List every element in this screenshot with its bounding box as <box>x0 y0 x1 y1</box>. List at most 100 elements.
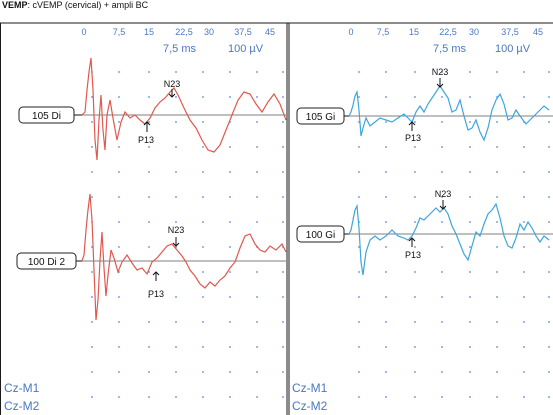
peak-marker[interactable]: N23 <box>435 189 452 210</box>
grid-dot <box>229 321 231 323</box>
grid-dot <box>548 171 550 173</box>
peak-marker[interactable]: P13 <box>405 237 421 260</box>
peak-marker[interactable]: P13 <box>148 271 164 299</box>
peak-marker[interactable]: N23 <box>164 79 181 98</box>
grid-dot <box>414 396 416 398</box>
channel-label-button[interactable]: 100 Gi <box>296 225 345 243</box>
peak-marker[interactable]: P13 <box>138 121 154 145</box>
grid-dot <box>414 371 416 373</box>
peak-label: P13 <box>148 289 164 299</box>
peak-marker[interactable]: N23 <box>432 67 449 88</box>
grid-dot <box>91 96 93 98</box>
grid-dot <box>148 296 150 298</box>
grid-dot <box>385 396 387 398</box>
reference-label-m1: Cz-M1 <box>4 381 40 395</box>
grid-dot <box>441 321 443 323</box>
grid-dot <box>441 346 443 348</box>
grid-dot <box>496 346 498 348</box>
peak-label: P13 <box>405 250 421 260</box>
grid-dot <box>91 296 93 298</box>
time-tick: 45 <box>533 27 543 37</box>
grid-dot <box>469 71 471 73</box>
grid-dot <box>523 71 525 73</box>
grid-dot <box>523 196 525 198</box>
grid-dot <box>548 271 550 273</box>
grid-dot <box>496 296 498 298</box>
grid-dot <box>496 271 498 273</box>
grid-dot <box>441 221 443 223</box>
grid-dot <box>441 196 443 198</box>
grid-dot <box>469 346 471 348</box>
grid-dot <box>256 71 258 73</box>
grid-dot <box>91 346 93 348</box>
grid-dot <box>414 221 416 223</box>
grid-dot <box>91 271 93 273</box>
grid-dot <box>148 196 150 198</box>
grid-dot <box>385 221 387 223</box>
waveform-trace <box>81 193 287 321</box>
grid-dot <box>202 271 204 273</box>
grid-dot <box>469 146 471 148</box>
grid-dot <box>282 71 284 73</box>
grid-dot <box>385 246 387 248</box>
grid-dot <box>496 196 498 198</box>
grid-dot <box>118 346 120 348</box>
channel-label: 105 Gi <box>306 112 335 123</box>
peak-marker[interactable]: N23 <box>168 225 185 247</box>
peak-label: N23 <box>164 79 181 89</box>
grid-dot <box>441 271 443 273</box>
grid-dot <box>358 196 360 198</box>
grid-dot <box>229 246 231 248</box>
channel-label-button[interactable]: 100 Di 2 <box>16 252 77 270</box>
time-tick: 15 <box>409 27 419 37</box>
grid-dot <box>91 371 93 373</box>
panel-frame <box>0 22 553 415</box>
grid-dot <box>229 96 231 98</box>
left-panel: 0 7,5 15 22,5 30 37,5 45 7,5 ms 100 µV 1… <box>4 27 287 413</box>
time-tick: 0 <box>348 27 353 37</box>
grid-dot <box>91 321 93 323</box>
grid-dot <box>414 71 416 73</box>
grid-dot <box>256 121 258 123</box>
grid-dot <box>91 196 93 198</box>
grid-dot <box>496 321 498 323</box>
grid-dot <box>496 171 498 173</box>
grid-dot <box>358 96 360 98</box>
grid-dot <box>175 346 177 348</box>
grid-dot <box>175 121 177 123</box>
grid-dot <box>175 296 177 298</box>
grid-dot <box>414 271 416 273</box>
grid-dot <box>118 171 120 173</box>
grid-dot <box>414 246 416 248</box>
time-tick: 37,5 <box>234 27 252 37</box>
grid-dot <box>469 121 471 123</box>
grid-dot <box>548 371 550 373</box>
grid-dot <box>282 321 284 323</box>
grid-dot <box>256 346 258 348</box>
grid-dot <box>414 296 416 298</box>
peak-label: P13 <box>405 133 421 143</box>
time-tick: 7,5 <box>113 27 126 37</box>
grid-dot <box>441 71 443 73</box>
grid-dot <box>118 371 120 373</box>
waveform-trace <box>348 202 550 276</box>
grid-dot <box>441 396 443 398</box>
channel-label-button[interactable]: 105 Gi <box>296 107 345 125</box>
grid-dot <box>358 321 360 323</box>
grid-dot <box>229 371 231 373</box>
peak-marker[interactable]: P13 <box>405 121 421 143</box>
grid-dot <box>256 221 258 223</box>
grid-dot <box>256 396 258 398</box>
grid-dot <box>91 121 93 123</box>
grid-dot <box>496 396 498 398</box>
channel-label-button[interactable]: 105 Di <box>18 106 75 124</box>
grid-dot <box>202 71 204 73</box>
grid-dot <box>148 146 150 148</box>
grid-dot <box>523 221 525 223</box>
grid-dot <box>496 221 498 223</box>
grid-dot <box>175 371 177 373</box>
grid-dot <box>282 371 284 373</box>
grid-dot <box>358 396 360 398</box>
grid-dot <box>548 321 550 323</box>
grid-dot <box>469 296 471 298</box>
